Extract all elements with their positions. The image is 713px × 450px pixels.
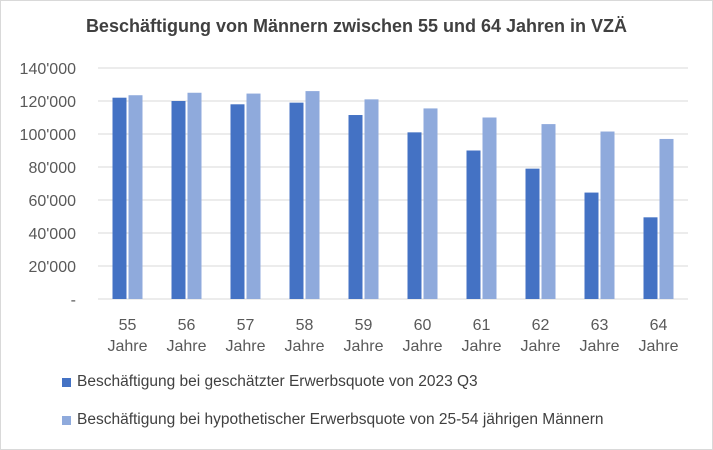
bar-series-1-58 — [289, 102, 304, 300]
bar-series-2-64 — [659, 138, 674, 299]
y-tick-label-20000: 20'000 — [28, 259, 76, 276]
bar-series-1-63 — [584, 192, 599, 299]
x-tick-label-63-line-1: 63 — [591, 317, 609, 334]
bar-series-1-56 — [171, 101, 186, 299]
bar-series-1-61 — [466, 150, 481, 299]
bar-series-2-59 — [364, 99, 379, 299]
x-tick-label-57-line-2: Jahre — [225, 338, 265, 355]
x-tick-label-64-line-2: Jahre — [638, 338, 678, 355]
x-tick-label-56-line-2: Jahre — [166, 338, 206, 355]
bar-series-1-59 — [348, 115, 363, 300]
bar-series-2-56 — [187, 92, 202, 299]
bar-series-2-55 — [128, 95, 143, 299]
bar-series-1-57 — [230, 104, 245, 299]
x-tick-label-59-line-1: 59 — [355, 317, 373, 334]
y-tick-label-140000: 140'000 — [20, 61, 77, 78]
legend-swatch-series-2 — [62, 415, 71, 425]
legend-item-series-2: Beschäftigung bei hypothetischer Erwerbs… — [62, 411, 603, 429]
legend-label-series-1: Beschäftigung bei geschätzter Erwerbsquo… — [77, 373, 478, 390]
bar-series-1-55 — [112, 97, 127, 299]
x-tick-label-58-line-2: Jahre — [284, 338, 324, 355]
y-tick-label-0: - — [71, 292, 76, 309]
x-tick-label-58-line-1: 58 — [296, 317, 314, 334]
x-tick-label-57-line-1: 57 — [237, 317, 255, 334]
bar-series-1-64 — [643, 217, 658, 299]
x-tick-label-63-line-2: Jahre — [579, 338, 619, 355]
x-tick-label-59-line-2: Jahre — [343, 338, 383, 355]
x-tick-label-61-line-2: Jahre — [461, 338, 501, 355]
bar-series-2-60 — [423, 108, 438, 299]
y-tick-label-80000: 80'000 — [28, 160, 76, 177]
x-tick-label-61-line-1: 61 — [473, 317, 491, 334]
bar-series-2-58 — [305, 91, 320, 299]
legend-swatch-series-1 — [62, 377, 71, 387]
bar-series-2-62 — [541, 124, 556, 299]
x-tick-label-64-line-1: 64 — [650, 317, 668, 334]
x-tick-label-55-line-2: Jahre — [107, 338, 147, 355]
x-tick-label-62-line-1: 62 — [532, 317, 550, 334]
bar-series-1-62 — [525, 168, 540, 299]
y-tick-label-120000: 120'000 — [20, 94, 77, 111]
y-tick-label-40000: 40'000 — [28, 226, 76, 243]
x-tick-label-60-line-2: Jahre — [402, 338, 442, 355]
bar-series-2-63 — [600, 131, 615, 299]
bar-series-1-60 — [407, 132, 422, 299]
legend-label-series-2: Beschäftigung bei hypothetischer Erwerbs… — [77, 411, 604, 428]
x-tick-label-60-line-1: 60 — [414, 317, 432, 334]
x-tick-label-56-line-1: 56 — [178, 317, 196, 334]
legend-item-series-1: Beschäftigung bei geschätzter Erwerbsquo… — [62, 373, 478, 391]
x-tick-label-62-line-2: Jahre — [520, 338, 560, 355]
y-tick-label-100000: 100'000 — [20, 127, 77, 144]
bar-series-2-61 — [482, 117, 497, 299]
bar-series-2-57 — [246, 93, 261, 299]
x-tick-label-55-line-1: 55 — [119, 317, 137, 334]
chart-title: Beschäftigung von Männern zwischen 55 un… — [85, 16, 628, 36]
y-tick-label-60000: 60'000 — [28, 193, 76, 210]
